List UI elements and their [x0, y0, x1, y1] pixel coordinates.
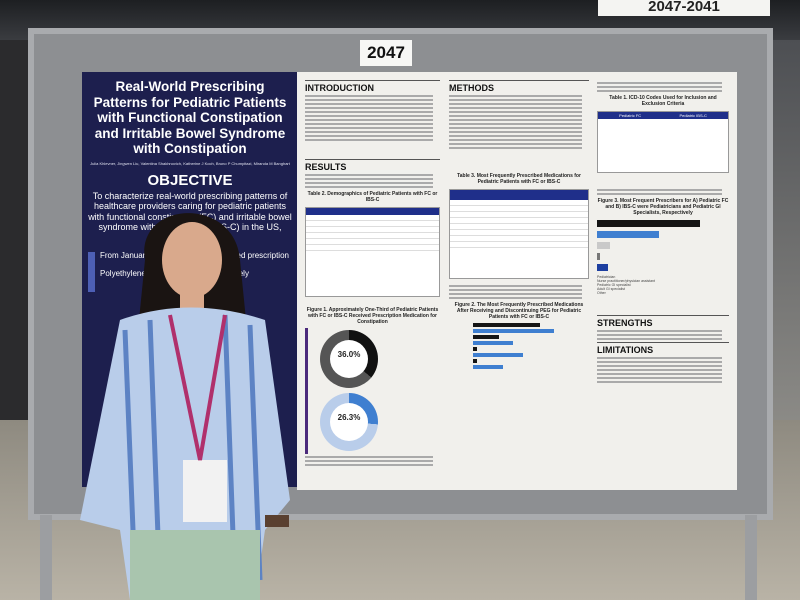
limitations-heading: LIMITATIONS: [597, 342, 729, 355]
figure1-donut-ibsc: 26.3%: [320, 393, 378, 451]
figure3-bar: [597, 220, 700, 227]
figure2-bar: [473, 359, 477, 363]
board-leg: [40, 515, 52, 600]
poster-body: INTRODUCTION RESULTS Table 2. Demographi…: [297, 72, 737, 490]
objective-heading: OBJECTIVE: [147, 171, 233, 189]
figure3-chart: [597, 220, 729, 271]
results-heading: RESULTS: [305, 159, 440, 172]
figure2-bar: [473, 329, 555, 333]
figure2-bar: [473, 341, 514, 345]
board-number: 2047: [360, 40, 412, 66]
figure1-title: Figure 1. Approximately One-Third of Ped…: [306, 307, 439, 325]
figure1-donut-fc: 36.0%: [320, 330, 378, 388]
table1-title: Table 1. ICD-10 Codes Used for Inclusion…: [609, 95, 717, 107]
figure2-bar: [473, 347, 478, 351]
figure2-bar: [473, 323, 540, 327]
figure3-bar: [597, 231, 659, 238]
table1: Pediatric FC Pediatric IBS-C: [597, 111, 729, 173]
figure2-chart: [449, 323, 589, 369]
figure2-bar: [473, 335, 500, 339]
presenter-person: [80, 213, 290, 600]
figure3-bar: [597, 242, 610, 249]
figure3-title: Figure 3. Most Frequent Prescribers for …: [597, 198, 729, 216]
table2: [305, 207, 440, 297]
figure3-bar: [597, 253, 600, 260]
figure2-title: Figure 2. The Most Frequently Prescribed…: [454, 302, 584, 320]
table3-title: Table 3. Most Frequently Prescribed Medi…: [457, 173, 581, 185]
methods-heading: METHODS: [449, 80, 589, 93]
strengths-heading: STRENGTHS: [597, 315, 729, 328]
poster-authors: Julia Khlevner, Jingwen Liu, Valentina S…: [90, 160, 290, 166]
board-leg: [745, 515, 757, 600]
figure2-bar: [473, 365, 503, 369]
table2-title: Table 2. Demographics of Pediatric Patie…: [307, 191, 438, 203]
poster-title: Real-World Prescribing Patterns for Pedi…: [93, 79, 287, 156]
figure2-bar: [473, 353, 524, 357]
figure3-bar: [597, 264, 609, 271]
booth-sign: 2047-2041: [598, 0, 770, 16]
table3: [449, 189, 589, 279]
introduction-heading: INTRODUCTION: [305, 80, 440, 93]
name-badge: [183, 460, 227, 522]
